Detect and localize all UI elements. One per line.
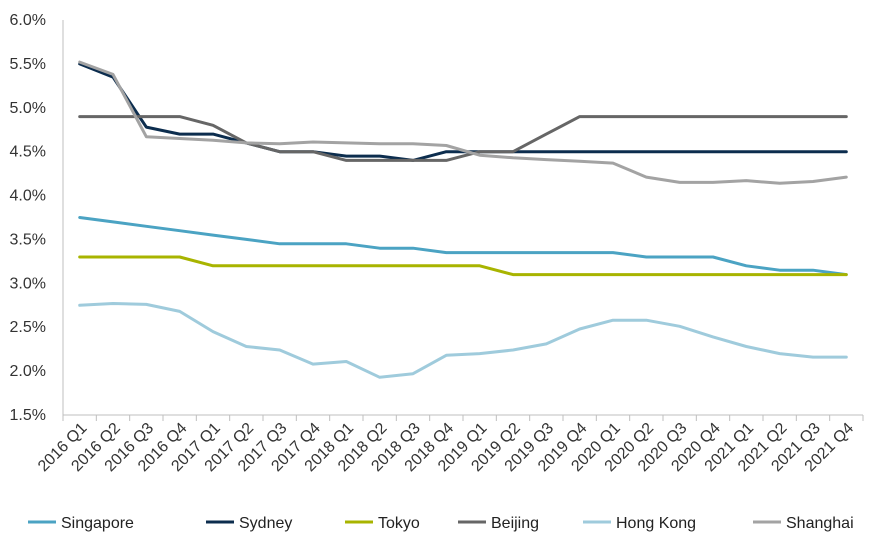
y-tick-label: 1.5% <box>10 407 46 424</box>
legend-label-hong-kong: Hong Kong <box>616 515 696 532</box>
series-line-shanghai <box>78 60 848 185</box>
y-tick-label: 5.5% <box>10 56 46 73</box>
y-tick-label: 3.5% <box>10 231 46 248</box>
y-tick-label: 4.0% <box>10 188 46 205</box>
y-axis-ticks: 1.5% 2.0% 2.5% 3.0% 3.5% 4.0% 4.5% 5.0% 5.5% 6.0% <box>10 12 46 424</box>
series-line-sydney <box>78 62 848 162</box>
legend: Singapore Sydney Tokyo Beijing Hong Kong Shan… <box>28 515 854 532</box>
y-tick-label: 2.0% <box>10 363 46 380</box>
series-line-singapore <box>78 216 848 277</box>
legend-label-sydney: Sydney <box>239 515 292 532</box>
y-tick-label: 5.0% <box>10 100 46 117</box>
y-tick-label: 2.5% <box>10 319 46 336</box>
legend-label-tokyo: Tokyo <box>378 515 420 532</box>
legend-label-beijing: Beijing <box>491 515 539 532</box>
series-line-hong-kong <box>78 302 848 379</box>
y-tick-label: 4.5% <box>10 144 46 161</box>
y-tick-label: 6.0% <box>10 12 46 29</box>
legend-label-singapore: Singapore <box>61 515 134 532</box>
series-lines <box>78 60 848 379</box>
y-tick-label: 3.0% <box>10 275 46 292</box>
series-line-tokyo <box>78 255 848 277</box>
series-line-beijing <box>78 115 848 162</box>
legend-label-shanghai: Shanghai <box>786 515 854 532</box>
